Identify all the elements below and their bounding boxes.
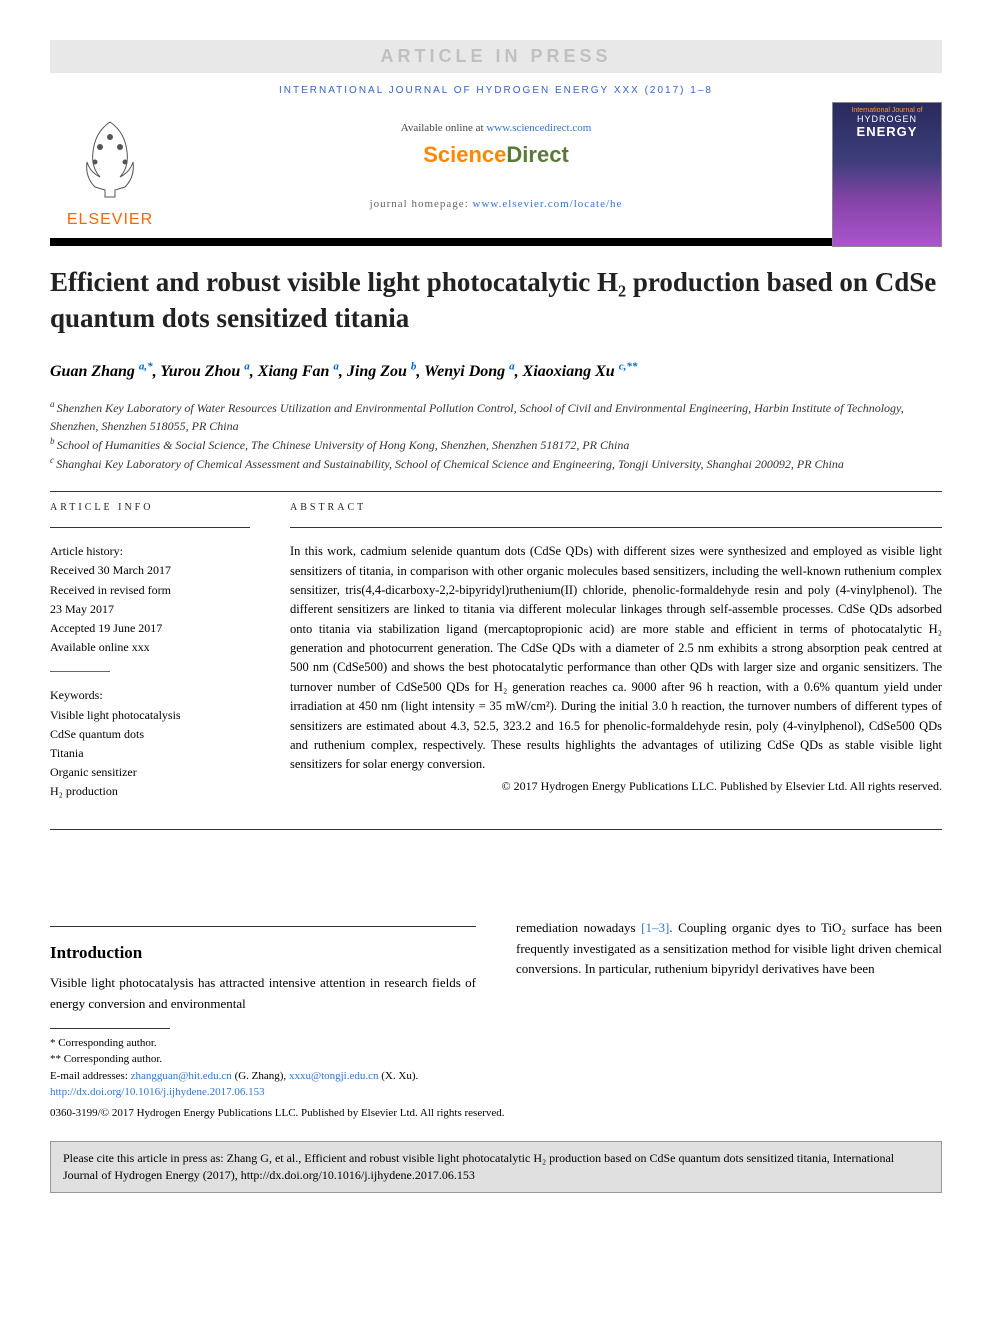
- author-superscript: c,**: [619, 361, 638, 373]
- divider: [290, 527, 942, 528]
- affiliation: c Shanghai Key Laboratory of Chemical As…: [50, 454, 942, 473]
- article-title: Efficient and robust visible light photo…: [50, 264, 942, 337]
- email-name-2: (X. Xu).: [379, 1070, 419, 1082]
- author: Xiang Fan a: [258, 363, 339, 380]
- info-abstract-row: ARTICLE INFO Article history: Received 3…: [50, 502, 942, 815]
- intro-text-left: Visible light photocatalysis has attract…: [50, 973, 476, 1013]
- abstract-column: ABSTRACT In this work, cadmium selenide …: [290, 502, 942, 815]
- right-column: remediation nowadays [1–3]. Coupling org…: [516, 918, 942, 1013]
- black-divider-bar: [50, 238, 942, 246]
- history-accepted: Accepted 19 June 2017: [50, 619, 250, 638]
- affiliations-list: a Shenzhen Key Laboratory of Water Resou…: [50, 398, 942, 473]
- author-superscript: a: [509, 361, 515, 373]
- email-line: E-mail addresses: zhangguan@hit.edu.cn (…: [50, 1068, 942, 1085]
- article-history: Article history: Received 30 March 2017 …: [50, 542, 250, 657]
- footnote-divider: [50, 1028, 170, 1029]
- homepage-link[interactable]: www.elsevier.com/locate/he: [473, 198, 623, 210]
- intro-text-right: remediation nowadays [1–3]. Coupling org…: [516, 918, 942, 978]
- header-center: Available online at www.sciencedirect.co…: [190, 122, 802, 210]
- elsevier-logo: ELSEVIER: [50, 112, 170, 229]
- author: Guan Zhang a,*: [50, 363, 153, 380]
- authors-list: Guan Zhang a,*, Yurou Zhou a, Xiang Fan …: [50, 359, 942, 384]
- author-superscript: a: [333, 361, 339, 373]
- journal-header-line: INTERNATIONAL JOURNAL OF HYDROGEN ENERGY…: [50, 85, 942, 96]
- elsevier-tree-icon: [65, 112, 155, 202]
- sciencedirect-url-link[interactable]: www.sciencedirect.com: [486, 122, 591, 134]
- divider: [50, 926, 476, 927]
- info-divider: [50, 671, 110, 672]
- banner-text: ARTICLE IN PRESS: [380, 46, 611, 66]
- author: Jing Zou b: [347, 363, 417, 380]
- history-received: Received 30 March 2017: [50, 561, 250, 580]
- author-superscript: a: [244, 361, 250, 373]
- footnotes: * Corresponding author. ** Corresponding…: [50, 1028, 942, 1122]
- email-label: E-mail addresses:: [50, 1070, 131, 1082]
- abstract-copyright: © 2017 Hydrogen Energy Publications LLC.…: [290, 779, 942, 794]
- divider: [50, 829, 942, 830]
- corresponding-2: ** Corresponding author.: [50, 1051, 942, 1068]
- journal-cover-thumbnail: International Journal of HYDROGEN ENERGY: [832, 102, 942, 247]
- homepage-prefix: journal homepage:: [370, 198, 473, 210]
- author-superscript: a,*: [139, 361, 153, 373]
- sciencedirect-logo: ScienceDirect: [190, 142, 802, 168]
- keyword: H₂ production: [50, 782, 250, 801]
- available-prefix: Available online at: [401, 122, 487, 134]
- author: Yurou Zhou a: [160, 363, 249, 380]
- reference-link[interactable]: [1–3]: [641, 920, 669, 935]
- left-column: Introduction Visible light photocatalysi…: [50, 918, 476, 1013]
- history-revised: Received in revised form: [50, 581, 250, 600]
- keyword: CdSe quantum dots: [50, 725, 250, 744]
- author: Xiaoxiang Xu c,**: [523, 363, 638, 380]
- email-name-1: (G. Zhang),: [232, 1070, 289, 1082]
- issn-copyright: 0360-3199/© 2017 Hydrogen Energy Publica…: [50, 1105, 942, 1122]
- cover-line2: HYDROGEN: [833, 114, 941, 124]
- citation-box: Please cite this article in press as: Zh…: [50, 1141, 942, 1193]
- history-revised-date: 23 May 2017: [50, 600, 250, 619]
- affiliation-superscript: c: [50, 455, 56, 465]
- available-online-line: Available online at www.sciencedirect.co…: [190, 122, 802, 134]
- keywords-block: Keywords: Visible light photocatalysisCd…: [50, 686, 250, 801]
- abstract-text: In this work, cadmium selenide quantum d…: [290, 542, 942, 775]
- header-block: ELSEVIER International Journal of HYDROG…: [50, 112, 942, 228]
- affiliation: b School of Humanities & Social Science,…: [50, 435, 942, 454]
- homepage-line: journal homepage: www.elsevier.com/locat…: [190, 198, 802, 210]
- affiliation-superscript: a: [50, 399, 57, 409]
- history-online: Available online xxx: [50, 638, 250, 657]
- article-in-press-banner: ARTICLE IN PRESS: [50, 40, 942, 73]
- doi-link[interactable]: http://dx.doi.org/10.1016/j.ijhydene.201…: [50, 1086, 265, 1098]
- sd-direct: Direct: [506, 142, 568, 167]
- corresponding-1: * Corresponding author.: [50, 1035, 942, 1052]
- divider: [50, 491, 942, 492]
- keyword: Titania: [50, 744, 250, 763]
- keywords-heading: Keywords:: [50, 686, 250, 705]
- divider: [50, 527, 250, 528]
- elsevier-name: ELSEVIER: [50, 211, 170, 229]
- author-superscript: b: [411, 361, 417, 373]
- email-link-1[interactable]: zhangguan@hit.edu.cn: [131, 1070, 232, 1082]
- keyword: Visible light photocatalysis: [50, 706, 250, 725]
- abstract-label: ABSTRACT: [290, 502, 942, 513]
- article-info-column: ARTICLE INFO Article history: Received 3…: [50, 502, 250, 815]
- introduction-heading: Introduction: [50, 943, 476, 963]
- body-two-column: Introduction Visible light photocatalysi…: [50, 918, 942, 1013]
- author: Wenyi Dong a: [424, 363, 515, 380]
- history-heading: Article history:: [50, 542, 250, 561]
- cover-line3: ENERGY: [833, 124, 941, 139]
- sd-science: Science: [423, 142, 506, 167]
- affiliation-superscript: b: [50, 436, 57, 446]
- email-link-2[interactable]: xxxu@tongji.edu.cn: [289, 1070, 379, 1082]
- cover-line1: International Journal of: [833, 103, 941, 114]
- affiliation: a Shenzhen Key Laboratory of Water Resou…: [50, 398, 942, 435]
- article-info-label: ARTICLE INFO: [50, 502, 250, 513]
- keyword: Organic sensitizer: [50, 763, 250, 782]
